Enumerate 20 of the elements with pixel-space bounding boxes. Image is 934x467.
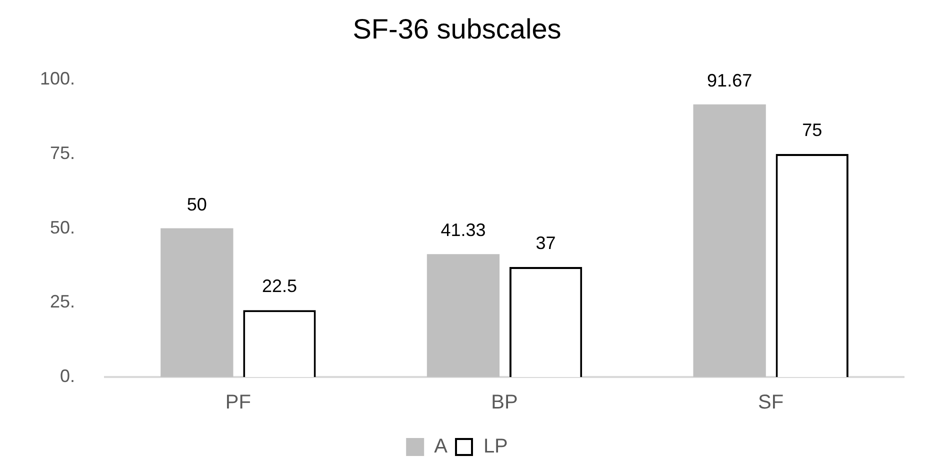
data-label: 50 — [186, 194, 207, 214]
bar — [160, 228, 234, 377]
y-tick-label: 50. — [50, 217, 76, 238]
bar — [693, 104, 766, 377]
x-tick-label: SF — [758, 392, 784, 414]
y-tick-label: 75. — [50, 142, 76, 163]
data-label: 37 — [536, 232, 556, 253]
data-label: 41.33 — [440, 220, 486, 240]
y-tick-label: 100. — [40, 68, 76, 89]
chart-title: SF-36 subscales — [352, 14, 562, 45]
y-tick-label: 0. — [60, 366, 76, 386]
y-tick-label: 25. — [50, 292, 76, 312]
x-tick-label: BP — [491, 392, 518, 414]
x-tick-label: PF — [225, 392, 251, 414]
data-label: 91.67 — [707, 70, 752, 90]
legend-label: A — [434, 436, 448, 458]
data-label: 75 — [802, 120, 822, 140]
bar — [426, 254, 500, 377]
data-label: 22.5 — [262, 276, 297, 296]
text: LP — [483, 436, 508, 458]
